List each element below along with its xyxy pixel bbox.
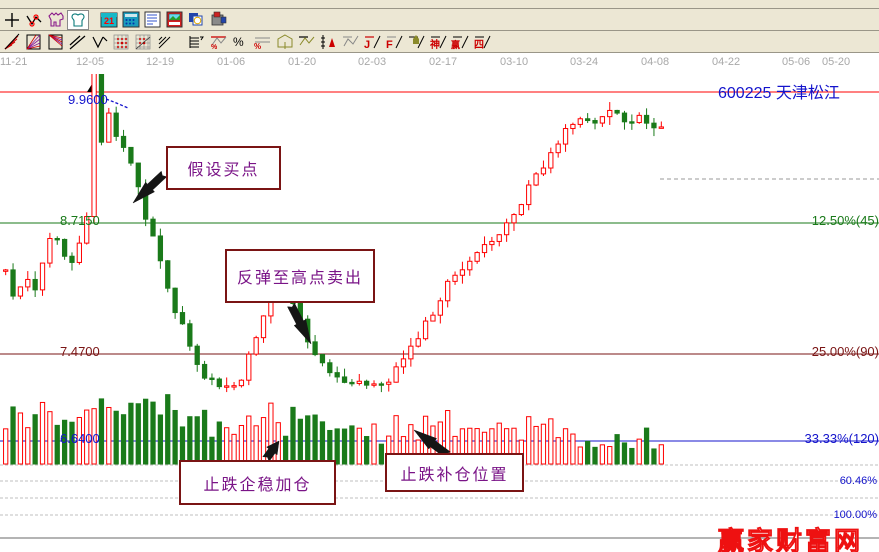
svg-text:四: 四: [474, 39, 484, 51]
svg-text:J: J: [364, 39, 370, 51]
svg-text:%: %: [254, 42, 261, 51]
svg-text:%: %: [211, 44, 218, 51]
svg-text:21: 21: [104, 16, 114, 26]
svg-text:F: F: [386, 39, 393, 51]
svg-text:赢: 赢: [451, 39, 460, 50]
svg-text:神: 神: [430, 38, 440, 51]
svg-text:%: %: [233, 35, 244, 49]
